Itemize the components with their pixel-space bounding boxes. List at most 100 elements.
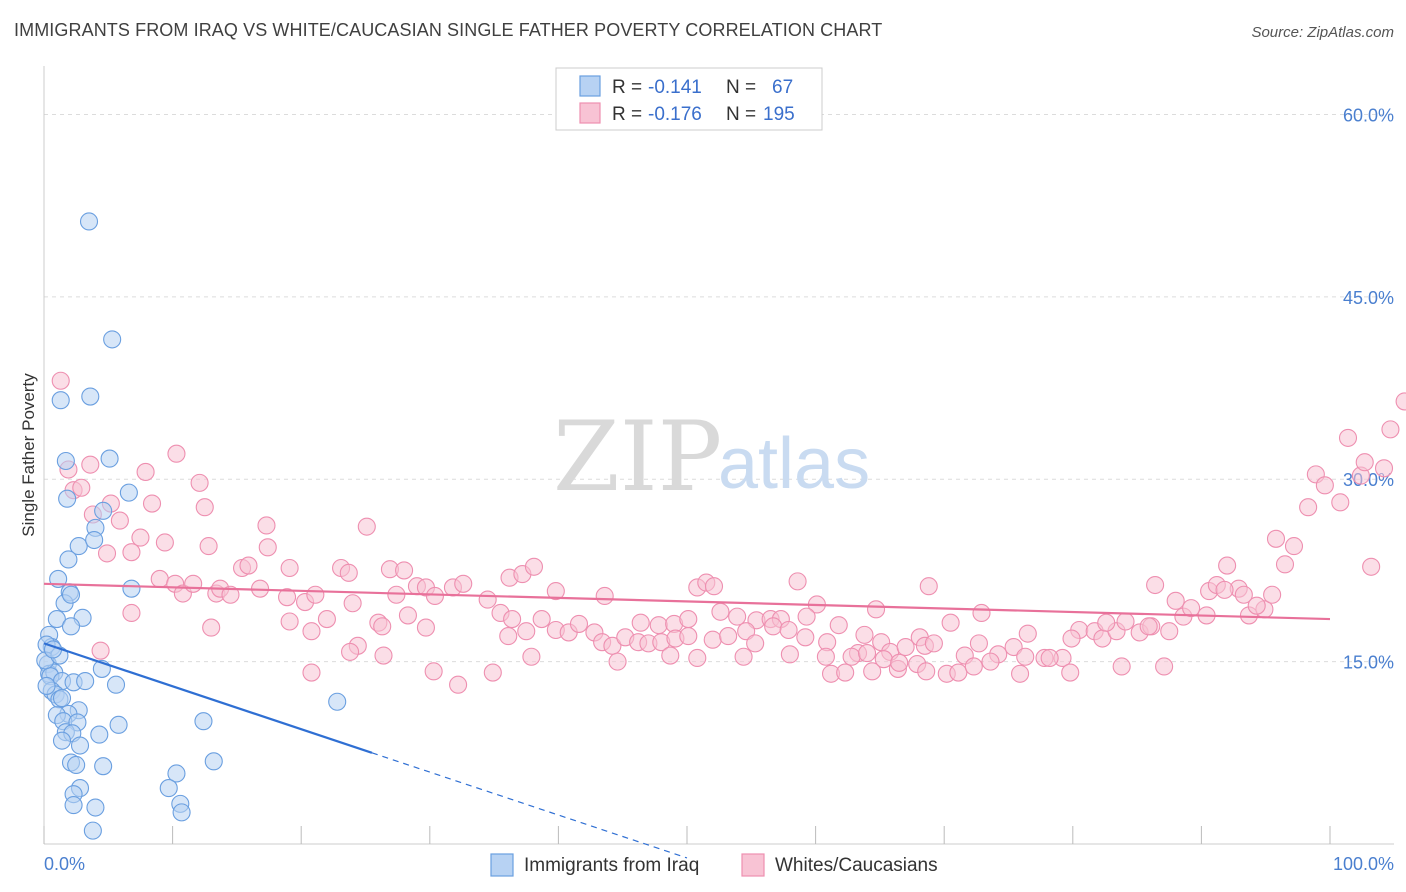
whites-point <box>1166 591 1185 610</box>
iraq-point <box>67 755 86 775</box>
iraq-point <box>172 803 191 822</box>
whites-point <box>972 603 991 623</box>
whites-point <box>522 647 541 666</box>
legend-n-value-iraq: 67 <box>772 77 793 98</box>
whites-point <box>72 478 91 497</box>
whites-point <box>424 662 443 681</box>
iraq-point <box>79 212 99 231</box>
whites-point <box>719 627 738 646</box>
whites-point <box>503 610 522 629</box>
whites-point <box>737 622 756 641</box>
whites-point <box>1062 629 1081 648</box>
whites-point <box>631 613 650 632</box>
whites-point <box>1160 622 1179 641</box>
whites-point <box>866 600 886 619</box>
iraq-point <box>69 537 88 556</box>
whites-point <box>661 646 680 665</box>
whites-point <box>1284 537 1304 556</box>
iraq-trend-line <box>43 642 373 754</box>
whites-point <box>302 663 321 682</box>
whites-point <box>1315 476 1334 495</box>
whites-point <box>122 603 141 623</box>
watermark-atlas: atlas <box>718 424 870 504</box>
whites-point <box>1016 647 1035 666</box>
whites-point <box>51 371 70 390</box>
x-tick-label: 100.0% <box>1333 854 1394 874</box>
whites-point <box>1218 556 1237 575</box>
iraq-series-points <box>36 212 347 840</box>
iraq-point <box>61 617 81 636</box>
whites-point <box>343 594 362 613</box>
whites-point <box>1263 585 1282 604</box>
whites-point <box>199 537 218 556</box>
whites-point <box>949 663 968 682</box>
bottom-legend-swatch-iraq <box>490 853 514 877</box>
whites-point <box>142 494 162 513</box>
whites-point <box>499 627 518 646</box>
whites-point <box>416 618 435 637</box>
iraq-point <box>76 672 95 691</box>
trend-lines <box>43 582 1331 859</box>
whites-point <box>341 642 360 661</box>
whites-series-points <box>51 371 1406 694</box>
whites-point <box>1395 392 1406 411</box>
whites-point <box>546 582 565 601</box>
correlation-legend: R = -0.141 N = 67 R = -0.176 N = 195 <box>555 67 823 131</box>
bottom-legend-label-iraq: Immigrants from Iraq <box>524 855 699 876</box>
x-tick-label: 0.0% <box>44 854 85 874</box>
whites-point <box>97 544 117 563</box>
axes <box>43 66 1394 845</box>
legend-swatch-iraq <box>579 75 601 97</box>
iraq-point <box>167 764 186 783</box>
whites-point <box>280 612 299 631</box>
whites-point <box>1338 428 1358 447</box>
whites-point <box>532 610 551 629</box>
whites-point <box>302 622 321 641</box>
legend-r-value-iraq: -0.141 <box>648 77 702 98</box>
whites-point <box>746 634 765 653</box>
whites-point <box>703 630 722 649</box>
whites-point <box>1011 664 1030 683</box>
whites-point <box>454 574 473 593</box>
iraq-point <box>159 779 178 798</box>
iraq-point <box>70 736 90 755</box>
bottom-legend-swatch-whites <box>741 853 765 877</box>
iraq-point <box>51 391 70 410</box>
whites-point <box>779 620 798 640</box>
iraq-point <box>47 610 66 629</box>
whites-point <box>704 577 724 596</box>
whites-point <box>190 473 209 492</box>
whites-point <box>917 662 936 681</box>
iraq-point <box>106 675 126 694</box>
whites-point <box>816 647 835 666</box>
iraq-point <box>85 530 104 550</box>
whites-point <box>728 607 747 626</box>
whites-point <box>195 498 214 517</box>
whites-point <box>863 662 882 681</box>
whites-point <box>1112 657 1131 676</box>
iraq-point <box>52 731 72 750</box>
whites-point <box>1018 624 1037 643</box>
whites-point <box>257 516 276 535</box>
whites-point <box>1381 420 1400 439</box>
iraq-point <box>94 757 113 776</box>
whites-point <box>829 616 848 635</box>
iraq-point <box>37 676 56 695</box>
whites-point <box>608 652 627 671</box>
whites-point <box>110 511 129 530</box>
whites-point <box>1215 580 1234 599</box>
iraq-point <box>86 798 105 817</box>
iraq-point <box>204 752 223 771</box>
whites-point <box>734 647 753 666</box>
whites-point <box>339 563 358 582</box>
whites-point <box>679 627 698 646</box>
whites-point <box>941 613 960 632</box>
chart-title: IMMIGRANTS FROM IRAQ VS WHITE/CAUCASIAN … <box>14 20 883 40</box>
whites-point <box>478 590 497 609</box>
whites-point <box>1234 585 1253 604</box>
iraq-point <box>100 449 119 468</box>
whites-point <box>857 644 877 663</box>
iraq-point <box>61 585 81 604</box>
whites-point <box>1116 612 1135 631</box>
